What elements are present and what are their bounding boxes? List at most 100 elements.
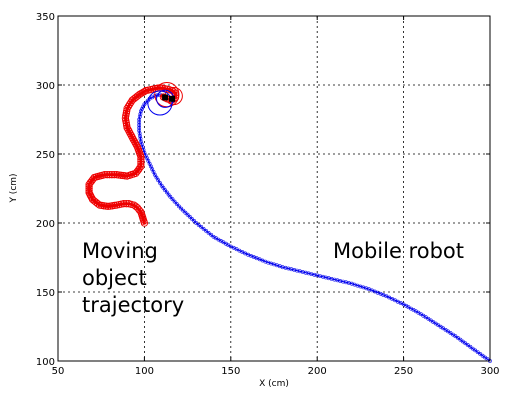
- series-point: [185, 212, 190, 217]
- series-point: [121, 114, 130, 122]
- series-point: [127, 131, 135, 140]
- series-point: [128, 133, 136, 142]
- x-tick-label: 200: [308, 366, 327, 377]
- plot-area-background: [58, 16, 490, 361]
- series-point: [387, 295, 392, 300]
- grid-lines: [58, 16, 490, 361]
- series-point: [123, 107, 131, 115]
- x-tick-label: 50: [52, 366, 65, 377]
- series-point: [204, 228, 209, 233]
- series-point: [123, 121, 131, 130]
- x-tick-label: 100: [135, 366, 154, 377]
- series-point: [183, 210, 188, 215]
- series-point: [130, 137, 139, 145]
- annotation-line: Moving: [82, 239, 158, 263]
- series-point: [196, 223, 201, 227]
- series-point: [243, 251, 248, 256]
- series-point: [125, 200, 133, 208]
- series-point: [174, 202, 179, 206]
- series-point: [192, 218, 197, 223]
- series-point: [108, 171, 116, 179]
- series-point: [179, 206, 184, 211]
- series-point: [135, 91, 143, 99]
- series-point: [393, 298, 397, 303]
- series-point: [122, 116, 130, 125]
- series-point: [138, 139, 143, 144]
- series-point: [465, 343, 470, 347]
- series-point: [483, 355, 488, 360]
- series-point: [137, 117, 142, 122]
- series-line: [87, 86, 177, 225]
- series-point: [123, 104, 131, 113]
- series-point: [122, 109, 130, 117]
- series-point: [201, 226, 206, 231]
- series-point: [137, 162, 145, 171]
- y-tick-label: 150: [36, 288, 55, 299]
- series-point: [138, 112, 143, 116]
- series-point: [401, 302, 406, 307]
- series-point: [480, 353, 485, 358]
- series-point: [140, 107, 145, 111]
- series-point: [122, 200, 130, 208]
- y-tick-label: 350: [36, 12, 55, 23]
- y-tick-label: 100: [36, 357, 55, 368]
- series-point: [187, 214, 192, 219]
- series-point: [126, 100, 134, 108]
- series-point: [132, 141, 141, 149]
- annotation-moving-object: Moving object trajectory: [82, 239, 184, 317]
- series-point: [137, 114, 142, 119]
- series-point: [138, 136, 143, 141]
- series-point: [137, 128, 142, 133]
- x-tick-label: 250: [394, 366, 413, 377]
- axis-ticks: [57, 15, 491, 362]
- series-point: [455, 335, 460, 340]
- series-point: [137, 125, 142, 130]
- series-point: [473, 348, 478, 353]
- series-point: [460, 339, 465, 344]
- series-point: [155, 93, 160, 98]
- series-point: [132, 202, 140, 211]
- x-tick-label: 300: [480, 366, 499, 377]
- series-point: [124, 126, 132, 134]
- series-point: [158, 181, 162, 185]
- y-tick-label: 200: [36, 219, 55, 230]
- end-marker: [169, 95, 176, 102]
- y-axis-label: Y (cm): [9, 173, 19, 203]
- series-point: [234, 247, 239, 252]
- series-point: [170, 197, 175, 202]
- series-point: [154, 175, 159, 180]
- series-point: [101, 171, 109, 179]
- heading-circle: [147, 90, 173, 116]
- series-layer: [85, 84, 492, 363]
- series-point: [177, 204, 181, 209]
- series-point: [463, 341, 468, 346]
- series-point: [206, 230, 211, 235]
- heading-circles: [147, 82, 183, 116]
- annotation-line: object: [82, 266, 147, 290]
- series-point: [125, 127, 133, 136]
- series-point: [131, 139, 140, 147]
- x-axis-label: X (cm): [259, 379, 289, 389]
- series-point: [199, 224, 204, 229]
- plot-frame: [57, 15, 491, 362]
- series-point: [133, 143, 142, 151]
- series-point: [189, 216, 194, 221]
- series-point: [124, 102, 133, 111]
- series-point: [209, 232, 214, 237]
- series-point: [123, 124, 131, 132]
- series-point: [137, 131, 142, 136]
- series-point: [159, 183, 164, 188]
- series-point: [137, 123, 142, 127]
- y-tick-label: 300: [36, 81, 55, 92]
- series-point: [470, 346, 475, 351]
- series-point: [156, 178, 161, 183]
- series-point: [194, 221, 199, 225]
- series-point: [140, 87, 149, 96]
- series-point: [458, 337, 463, 342]
- series-point: [138, 134, 143, 139]
- series-line: [138, 94, 491, 362]
- series-point: [172, 199, 177, 204]
- y-tick-label: 250: [36, 150, 55, 161]
- series-point: [137, 89, 145, 98]
